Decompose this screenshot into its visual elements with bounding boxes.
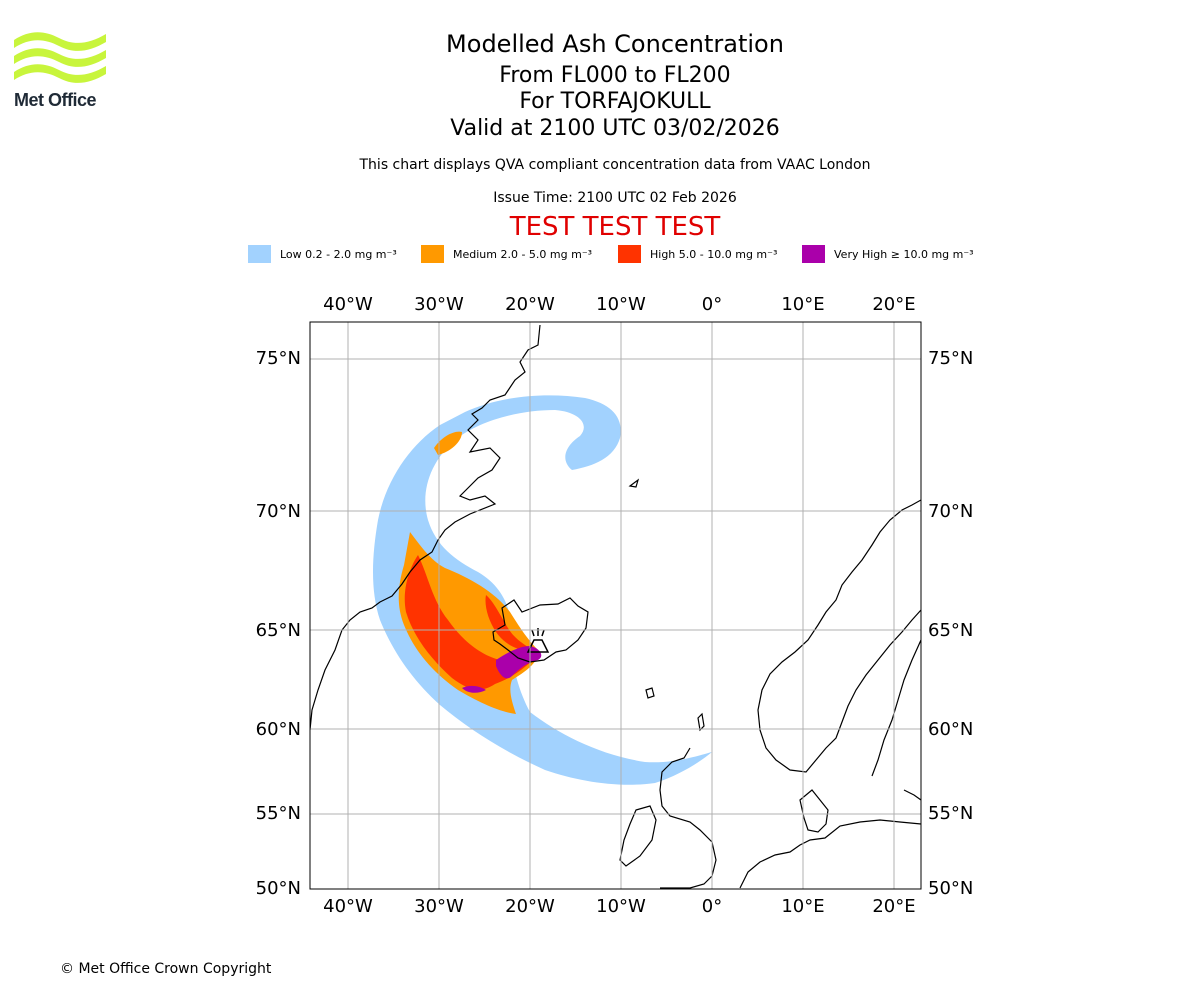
coast-scotland [659, 747, 717, 889]
legend-swatch-medium [421, 245, 444, 263]
flight-level-range: From FL000 to FL200 [499, 63, 731, 88]
test-banner: TEST TEST TEST [509, 212, 721, 242]
legend-item-medium: Medium 2.0 - 5.0 mg m⁻³ [421, 244, 592, 264]
coast-denmark [799, 789, 829, 833]
lat-label-60n-right: 60°N [928, 719, 973, 740]
coastlines [310, 324, 921, 889]
lat-label-60n-left: 60°N [256, 719, 301, 740]
lat-labels-left: 75°N 70°N 65°N 60°N 55°N 50°N [256, 348, 301, 899]
met-office-waves-icon [14, 32, 106, 83]
lon-label-10w-bottom: 10°W [596, 896, 646, 917]
lat-label-55n-left: 55°N [256, 803, 301, 824]
coast-ireland [619, 805, 657, 867]
lat-labels-right: 75°N 70°N 65°N 60°N 55°N 50°N [928, 348, 973, 899]
compliance-note: This chart displays QVA compliant concen… [359, 157, 871, 173]
coast-norway [757, 499, 921, 773]
lat-label-50n-left: 50°N [256, 878, 301, 899]
lon-label-20e-bottom: 20°E [872, 896, 915, 917]
legend-item-very-high: Very High ≥ 10.0 mg m⁻³ [802, 244, 974, 264]
map-plot-area [310, 324, 921, 889]
lat-label-70n-right: 70°N [928, 501, 973, 522]
legend-label-very-high: Very High ≥ 10.0 mg m⁻³ [834, 247, 974, 261]
copyright-notice: © Met Office Crown Copyright [60, 961, 272, 977]
legend-item-low: Low 0.2 - 2.0 mg m⁻³ [248, 244, 397, 264]
legend-swatch-low [248, 245, 271, 263]
coast-shetland [697, 712, 705, 732]
legend-label-low: Low 0.2 - 2.0 mg m⁻³ [280, 247, 397, 261]
issue-time: Issue Time: 2100 UTC 02 Feb 2026 [493, 190, 737, 206]
lon-label-30w-top: 30°W [414, 294, 464, 315]
lon-labels-bottom: 40°W 30°W 20°W 10°W 0° 10°E 20°E [323, 896, 915, 917]
lon-label-20w-bottom: 20°W [505, 896, 555, 917]
legend-item-high: High 5.0 - 10.0 mg m⁻³ [618, 244, 777, 264]
lat-label-65n-right: 65°N [928, 620, 973, 641]
legend-swatch-very-high [802, 245, 825, 263]
lon-label-10e-top: 10°E [781, 294, 824, 315]
coast-faroes [645, 687, 655, 699]
lat-label-70n-left: 70°N [256, 501, 301, 522]
lon-label-20e-top: 20°E [872, 294, 915, 315]
lat-label-50n-right: 50°N [928, 878, 973, 899]
lat-label-75n-left: 75°N [256, 348, 301, 369]
coast-baltic [903, 789, 921, 801]
lon-label-40w-top: 40°W [323, 294, 373, 315]
legend-label-high: High 5.0 - 10.0 mg m⁻³ [650, 247, 778, 261]
lon-labels-top: 40°W 30°W 20°W 10°W 0° 10°E 20°E [323, 294, 915, 315]
legend-swatch-high [618, 245, 641, 263]
map-frame [309, 321, 922, 890]
ash-high-streak [485, 595, 532, 651]
lat-label-75n-right: 75°N [928, 348, 973, 369]
met-office-logo: Met Office [14, 30, 110, 114]
coast-svalbard-jan-mayen [628, 478, 640, 488]
volcano-marker-icon [526, 628, 550, 653]
graticule [310, 322, 921, 889]
lat-label-55n-right: 55°N [928, 803, 973, 824]
coast-iceland [492, 597, 589, 663]
volcano-name: For TORFAJOKULL [519, 89, 711, 114]
coast-greenland [310, 324, 541, 731]
lat-label-65n-left: 65°N [256, 620, 301, 641]
met-office-wordmark: Met Office [14, 90, 97, 110]
lon-label-10w-top: 10°W [596, 294, 646, 315]
coast-sweden [871, 639, 921, 777]
ash-very-high-patch [462, 685, 486, 693]
lon-label-0-top: 0° [702, 294, 722, 315]
coast-continent [739, 819, 921, 889]
lon-label-30w-bottom: 30°W [414, 896, 464, 917]
lon-label-10e-bottom: 10°E [781, 896, 824, 917]
lon-label-0-bottom: 0° [702, 896, 722, 917]
lon-label-20w-top: 20°W [505, 294, 555, 315]
ash-medium-patch [434, 431, 462, 455]
legend-label-medium: Medium 2.0 - 5.0 mg m⁻³ [453, 247, 593, 261]
valid-time: Valid at 2100 UTC 03/02/2026 [450, 116, 780, 141]
lon-label-40w-bottom: 40°W [323, 896, 373, 917]
chart-title: Modelled Ash Concentration [446, 30, 784, 58]
